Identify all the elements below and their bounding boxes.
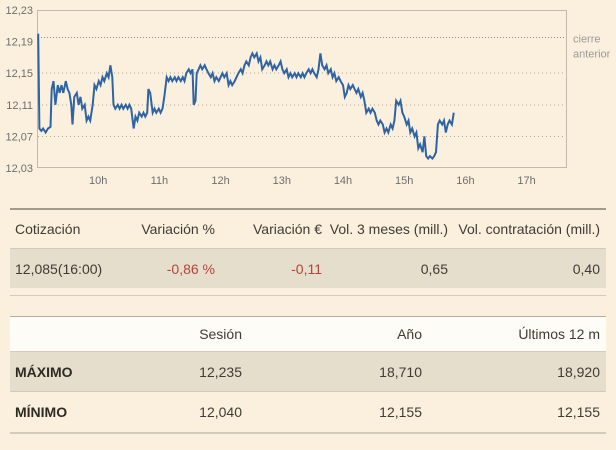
quote-price-value: 12,085(16:00) [15,260,103,277]
x-axis-label: 16h [456,175,474,187]
header-vol-contratacion: Vol. contratación (mill.) [458,221,600,237]
x-axis-label: 14h [334,175,352,187]
vol-3-meses-value: 0,65 [420,260,448,277]
range-header-sesion: Sesión [199,326,242,342]
previous-close-annotation: anterior [573,49,611,61]
minimo-ano: 12,155 [379,404,422,420]
maximo-ano: 18,710 [379,363,422,380]
minimo-row: MÍNIMO 12,040 12,155 12,155 [10,391,606,432]
quote-summary-table: Cotización Variación % Variación € Vol. … [10,208,606,296]
previous-close-annotation: cierre [573,34,601,46]
quote-table-value-row: 12,085(16:00) -0,86 % -0,11 0,65 0,40 [10,249,606,288]
intraday-chart: 12,23 12,19 12,15 12,11 12,07 12,03 10h 11h 12h 1… [0,0,616,195]
header-cotizacion: Cotización [15,221,81,237]
minimo-label: MÍNIMO [15,404,68,420]
x-axis-label: 17h [517,175,535,187]
vol-contratacion-value: 0,40 [572,260,600,277]
spacer [10,288,606,295]
minimo-sesion: 12,040 [199,404,242,420]
header-variacion-eur: Variación € [252,221,322,237]
range-header-ano: Año [397,326,422,342]
maximo-sesion: 12,235 [199,363,242,380]
x-axis-label: 13h [273,175,291,187]
x-axis-label: 11h [151,175,169,187]
y-axis-label: 12,07 [5,131,33,143]
x-axis-label: 15h [395,175,413,187]
y-axis-label: 12,11 [6,100,33,112]
header-vol-3-meses: Vol. 3 meses (mill.) [329,221,448,237]
chart-canvas: 12,23 12,19 12,15 12,11 12,07 12,03 10h 11h 12h 1… [5,5,611,187]
change-percent-value: -0,86 % [166,260,215,277]
y-axis-label: 12,15 [5,68,33,80]
maximo-row: MÁXIMO 12,235 18,710 18,920 [10,351,606,391]
y-axis-label: 12,03 [5,163,33,175]
y-axis-label: 12,19 [5,37,33,49]
divider [10,295,606,296]
x-axis-label: 12h [211,175,229,187]
price-line [37,33,455,161]
header-variacion-pct: Variación % [141,221,215,237]
range-table-header-row: Sesión Año Últimos 12 m [10,317,606,351]
maximo-label: MÁXIMO [15,363,73,380]
range-header-ultimos-12m: Últimos 12 m [518,326,600,342]
bottom-divider [10,432,606,434]
change-eur-value: -0,11 [291,260,322,277]
y-axis-label: 12,23 [5,5,33,17]
minimo-ultimos-12m: 12,155 [557,404,600,420]
maximo-ultimos-12m: 18,920 [557,363,600,380]
range-table: Sesión Año Últimos 12 m MÁXIMO 12,235 18… [10,316,606,434]
quote-table-header-row: Cotización Variación % Variación € Vol. … [10,210,606,249]
x-axis-label: 10h [89,175,107,187]
plot-border [37,10,567,168]
